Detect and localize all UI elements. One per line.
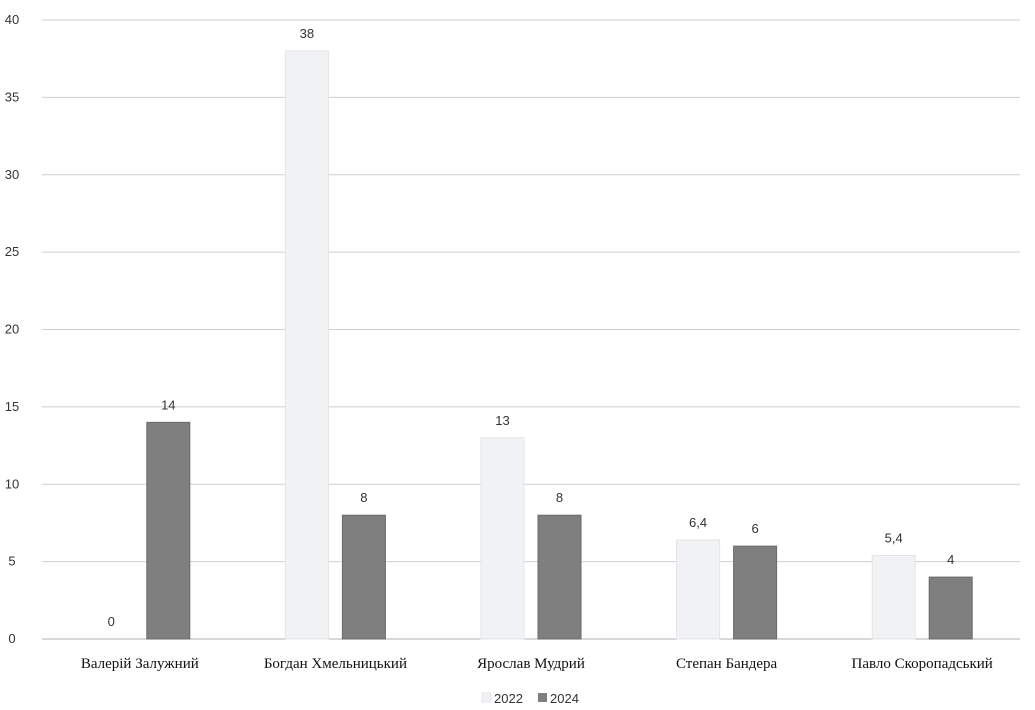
y-tick-label: 0 <box>8 631 15 646</box>
bar-2024 <box>146 421 191 640</box>
category-label: Богдан Хмельницький <box>264 656 407 672</box>
data-labels: 0 14 38 8 13 8 6,4 6 5,4 4 <box>108 26 955 629</box>
y-tick-label: 5 <box>8 554 15 569</box>
y-tick-label: 20 <box>5 322 19 337</box>
data-label-2022: 0 <box>108 614 115 629</box>
category-label: Степан Бандера <box>676 656 778 672</box>
legend-swatch-2022 <box>481 692 492 703</box>
y-tick-label: 25 <box>5 244 19 259</box>
bar-2022 <box>676 539 721 640</box>
x-axis-category-labels: Валерій Залужний Богдан Хмельницький Яросл… <box>81 656 993 672</box>
bar-2024 <box>341 514 386 640</box>
data-label-2024: 8 <box>556 490 563 505</box>
bar-2024 <box>928 576 973 640</box>
bar-2022 <box>871 554 916 640</box>
y-tick-label: 35 <box>5 89 19 104</box>
y-tick-label: 40 <box>5 12 19 27</box>
bar-2022 <box>284 50 329 640</box>
data-label-2024: 14 <box>161 397 175 412</box>
data-label-2024: 6 <box>751 521 758 536</box>
y-tick-label: 15 <box>5 399 19 414</box>
data-label-2024: 4 <box>947 552 954 567</box>
legend-label-2024: 2024 <box>550 691 579 706</box>
gridlines <box>42 19 1020 640</box>
y-tick-label: 10 <box>5 476 19 491</box>
bars <box>146 50 973 640</box>
data-label-2024: 8 <box>360 490 367 505</box>
legend: 2022 2024 <box>481 691 579 706</box>
legend-swatch-2024 <box>538 693 547 702</box>
data-label-2022: 5,4 <box>885 530 903 545</box>
legend-label-2022: 2022 <box>494 691 523 706</box>
category-label: Павло Скоропадський <box>852 656 993 672</box>
bar-2024 <box>537 514 582 640</box>
data-label-2022: 38 <box>300 26 314 41</box>
y-tick-label: 30 <box>5 167 19 182</box>
y-axis-ticks: 0 5 10 15 20 25 30 35 40 <box>5 12 19 646</box>
data-label-2022: 6,4 <box>689 515 707 530</box>
category-label: Валерій Залужний <box>81 656 199 672</box>
category-label: Ярослав Мудрий <box>477 656 585 672</box>
data-label-2022: 13 <box>495 413 509 428</box>
bar-2022 <box>480 437 525 640</box>
bar-2024 <box>733 545 778 640</box>
